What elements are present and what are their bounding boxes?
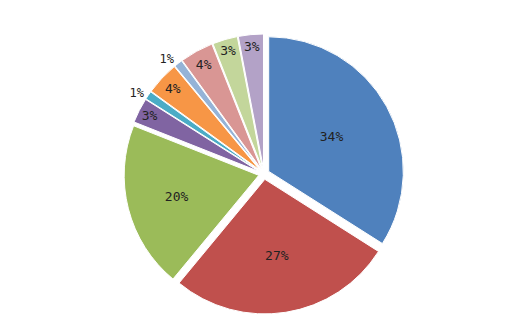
- svg-text:3%: 3%: [142, 108, 158, 123]
- svg-text:1%: 1%: [129, 86, 144, 100]
- svg-text:4%: 4%: [165, 81, 181, 96]
- svg-text:3%: 3%: [244, 39, 260, 54]
- svg-text:20%: 20%: [165, 189, 189, 204]
- svg-text:34%: 34%: [320, 129, 344, 144]
- svg-text:1%: 1%: [159, 52, 174, 66]
- svg-text:27%: 27%: [265, 248, 289, 263]
- svg-text:3%: 3%: [220, 43, 236, 58]
- svg-text:4%: 4%: [196, 57, 212, 72]
